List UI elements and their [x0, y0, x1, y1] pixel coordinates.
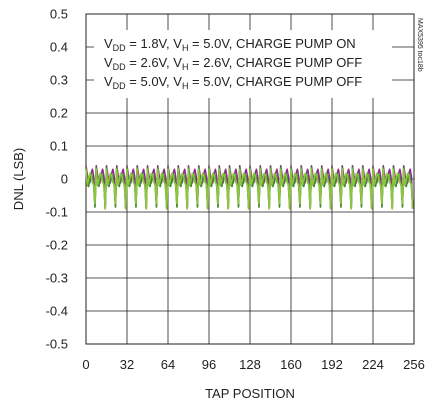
x-tick-label: 0: [82, 357, 89, 372]
y-tick-label: 0.5: [50, 7, 68, 22]
series-layer: [85, 165, 414, 210]
y-tick-label: 0.2: [50, 106, 68, 121]
x-tick-label: 160: [280, 357, 302, 372]
y-tick-label: 0.4: [50, 40, 68, 55]
y-tick-label: 0.3: [50, 73, 68, 88]
watermark: MAX5395 toc18b: [416, 18, 423, 72]
y-tick-labels: 0.5 0.4 0.3 0.2 0.1 0 -0.1 -0.2 -0.3 -0.4 -0.5: [46, 7, 68, 352]
x-tick-label: 96: [202, 357, 216, 372]
x-tick-label: 32: [120, 357, 134, 372]
y-tick-label: 0.1: [50, 139, 68, 154]
y-tick-label: -0.1: [46, 205, 68, 220]
plot-frame: [85, 13, 415, 345]
x-tick-labels: 0 32 64 96 128 160 192 224 256: [82, 357, 424, 372]
x-tick-label: 64: [161, 357, 175, 372]
y-tick-label: -0.2: [46, 238, 68, 253]
legend-entry-1: VDD = 1.8V, VH = 5.0V, CHARGE PUMP ON: [104, 36, 356, 53]
legend-entry-3: VDD = 5.0V, VH = 5.0V, CHARGE PUMP OFF: [104, 74, 362, 91]
x-tick-label: 192: [321, 357, 343, 372]
x-tick-label: 224: [362, 357, 384, 372]
y-tick-label: -0.3: [46, 271, 68, 286]
y-tick-label: -0.5: [46, 337, 68, 352]
x-tick-label: 128: [239, 357, 261, 372]
x-axis-label: TAP POSITION: [205, 386, 295, 401]
y-tick-label: 0: [61, 172, 68, 187]
x-tick-label: 256: [403, 357, 425, 372]
legend-entry-2: VDD = 2.6V, VH = 2.6V, CHARGE PUMP OFF: [104, 55, 362, 72]
series-line-3: [85, 168, 414, 210]
y-tick-label: -0.4: [46, 304, 68, 319]
y-axis-label: DNL (LSB): [11, 148, 26, 210]
legend-box: [94, 30, 392, 98]
